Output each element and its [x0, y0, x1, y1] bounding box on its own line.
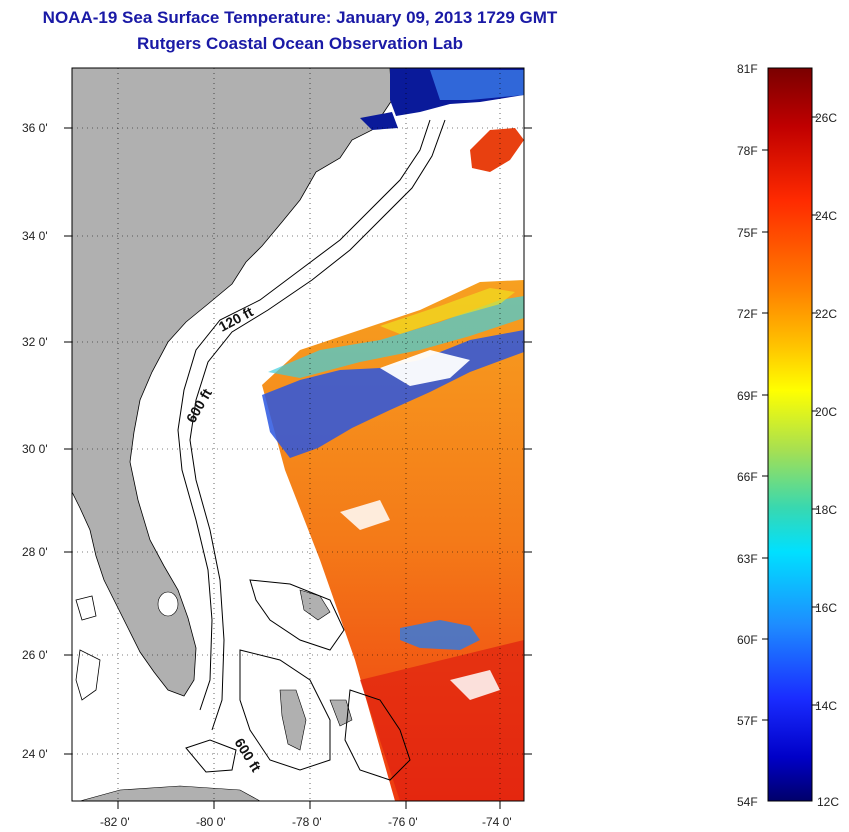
lon-label: -80 0' — [196, 815, 226, 829]
cb-c-label: 12C — [817, 795, 839, 809]
contour-600ft — [189, 119, 446, 731]
map-title: NOAA-19 Sea Surface Temperature: January… — [42, 8, 558, 27]
land-mass-us — [72, 68, 393, 697]
axis-ticks — [64, 127, 532, 809]
lon-label: -78 0' — [292, 815, 322, 829]
colorbar-celsius-labels: 26C 24C 22C 20C 18C 16C 14C 12C — [815, 111, 839, 809]
lon-label: -74 0' — [482, 815, 512, 829]
warm-patch-north — [470, 128, 524, 172]
lake-okeechobee — [157, 591, 179, 617]
cb-c-label: 14C — [815, 699, 837, 713]
map-area — [72, 68, 524, 801]
cb-c-label: 26C — [815, 111, 837, 125]
lat-label: 28 0' — [22, 545, 48, 559]
cb-f-label: 66F — [737, 470, 758, 484]
lat-label: 26 0' — [22, 648, 48, 662]
colorbar-fahrenheit-labels: 81F 78F 75F 72F 69F 66F 63F 60F 57F 54F — [737, 62, 758, 809]
cb-f-label: 69F — [737, 389, 758, 403]
colorbar-ticks — [762, 116, 818, 721]
cb-f-label: 78F — [737, 144, 758, 158]
lat-label: 30 0' — [22, 442, 48, 456]
cb-f-label: 72F — [737, 307, 758, 321]
colorbar — [767, 67, 813, 802]
cb-c-label: 24C — [815, 209, 837, 223]
cb-c-label: 16C — [815, 601, 837, 615]
lon-label: -76 0' — [388, 815, 418, 829]
cb-c-label: 20C — [815, 405, 837, 419]
map-frame — [71, 67, 525, 802]
lat-label: 24 0' — [22, 747, 48, 761]
lat-label: 32 0' — [22, 335, 48, 349]
contour-120ft — [177, 119, 431, 711]
lon-label: -82 0' — [100, 815, 130, 829]
cb-f-label: 81F — [737, 62, 758, 76]
cb-f-label: 75F — [737, 226, 758, 240]
longitude-labels: -82 0' -80 0' -78 0' -76 0' -74 0' — [100, 815, 512, 829]
cb-f-label: 54F — [737, 795, 758, 809]
map-subtitle: Rutgers Coastal Ocean Observation Lab — [137, 34, 463, 53]
lat-label: 34 0' — [22, 229, 48, 243]
cb-c-label: 18C — [815, 503, 837, 517]
map-grid — [72, 68, 524, 801]
cb-c-label: 22C — [815, 307, 837, 321]
cb-f-label: 57F — [737, 714, 758, 728]
cb-f-label: 60F — [737, 633, 758, 647]
cb-f-label: 63F — [737, 552, 758, 566]
latitude-labels: 36 0' 34 0' 32 0' 30 0' 28 0' 26 0' 24 0… — [22, 121, 48, 761]
lat-label: 36 0' — [22, 121, 48, 135]
